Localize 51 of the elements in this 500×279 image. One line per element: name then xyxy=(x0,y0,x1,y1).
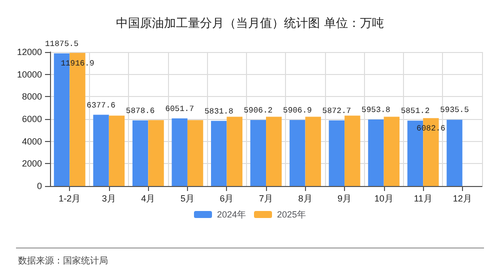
data-label: 5906.9 xyxy=(283,106,312,116)
y-tick-label: 2000 xyxy=(22,158,42,169)
x-tick-label: 10月 xyxy=(374,194,394,204)
data-label: 5831.8 xyxy=(204,107,234,116)
bar xyxy=(226,116,242,186)
x-tick-label: 5月 xyxy=(180,194,194,204)
bar xyxy=(132,120,148,186)
data-label: 6051.7 xyxy=(165,104,194,114)
bar xyxy=(305,116,321,186)
x-tick-label: 8月 xyxy=(298,194,312,204)
bar xyxy=(368,120,384,186)
y-tick-label: 4000 xyxy=(22,136,42,146)
bar xyxy=(211,120,227,186)
y-tick-label: 6000 xyxy=(22,114,42,124)
data-label: 5953.8 xyxy=(362,106,391,116)
source-note: 数据来源：国家统计局 xyxy=(18,256,108,266)
bar xyxy=(148,120,164,186)
data-label: 11916.9 xyxy=(60,59,94,68)
x-tick-label: 6月 xyxy=(220,194,234,204)
x-tick-label: 11月 xyxy=(414,194,432,204)
bar xyxy=(290,120,306,186)
bar xyxy=(328,120,345,186)
bar xyxy=(93,114,109,186)
data-label: 5935.5 xyxy=(440,106,470,116)
data-label: 6377.6 xyxy=(86,101,116,110)
data-label: 5906.2 xyxy=(244,106,273,116)
bar xyxy=(384,116,400,186)
x-tick-label: 7月 xyxy=(258,194,274,204)
data-label: 11875.5 xyxy=(44,40,79,49)
bar xyxy=(446,120,462,186)
x-tick-label: 12月 xyxy=(452,194,472,204)
x-tick-label: 1-2月 xyxy=(58,194,81,204)
data-label: 5851.2 xyxy=(400,107,430,116)
bar xyxy=(344,116,360,186)
x-tick-label: 4月 xyxy=(141,194,156,204)
bar xyxy=(108,116,125,186)
bar xyxy=(250,120,266,186)
legend-label: 2024年 xyxy=(216,210,246,220)
data-label: 5872.7 xyxy=(322,106,352,116)
bar xyxy=(187,120,204,186)
y-tick-label: 0 xyxy=(36,181,42,191)
legend-label: 2025年 xyxy=(277,210,306,220)
y-tick-label: 12000 xyxy=(16,47,42,57)
chart-title: 中国原油加工量分月（当月值）统计图 单位：万吨 xyxy=(116,16,384,30)
bar xyxy=(172,118,188,186)
y-tick-label: 10000 xyxy=(16,69,42,80)
x-tick-label: 9月 xyxy=(338,194,352,204)
bar xyxy=(266,116,282,186)
data-label: 5878.6 xyxy=(126,106,155,116)
y-tick-label: 8000 xyxy=(22,92,42,102)
x-tick-label: 3月 xyxy=(102,194,116,204)
